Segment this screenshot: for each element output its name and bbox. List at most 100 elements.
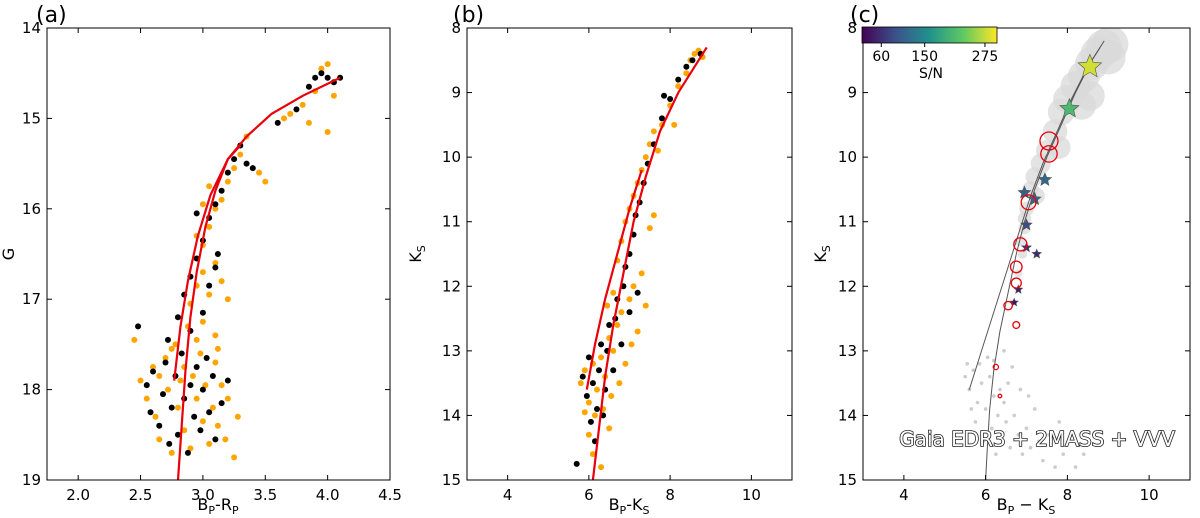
data-point xyxy=(587,418,594,425)
data-point xyxy=(628,341,635,348)
data-point xyxy=(172,341,179,348)
panel-c-annotation: Gaia EDR3 + 2MASS + VVV xyxy=(899,427,1175,451)
y-tick-label: 13 xyxy=(442,342,461,360)
data-point xyxy=(312,74,319,81)
data-point xyxy=(606,322,613,329)
y-tick-label: 14 xyxy=(442,406,461,424)
data-point xyxy=(608,393,615,400)
data-point xyxy=(174,314,181,321)
x-tick-label: 6 xyxy=(584,486,594,504)
background-point xyxy=(969,407,974,411)
data-point xyxy=(330,92,337,99)
data-point xyxy=(199,201,206,208)
data-point xyxy=(159,391,166,398)
star-marker xyxy=(1077,53,1103,78)
data-point xyxy=(206,183,213,190)
data-point xyxy=(256,169,263,176)
y-tick-label: 15 xyxy=(838,471,857,489)
data-point xyxy=(197,427,204,434)
target-circle xyxy=(1012,320,1021,330)
background-point xyxy=(996,413,1000,418)
data-point xyxy=(168,449,175,456)
data-point xyxy=(168,345,175,352)
data-point xyxy=(293,106,300,113)
data-point xyxy=(212,332,219,339)
panel-a-ylabel: G xyxy=(0,248,18,260)
data-point xyxy=(193,364,200,370)
data-point xyxy=(199,309,206,316)
data-point xyxy=(305,119,312,126)
data-point xyxy=(585,354,592,361)
panel-c-label: (c) xyxy=(850,3,879,28)
background-point xyxy=(1018,387,1023,392)
background-point xyxy=(971,368,976,373)
data-point xyxy=(224,377,231,384)
data-point xyxy=(262,178,269,185)
data-point xyxy=(177,377,184,384)
data-point xyxy=(152,413,159,420)
panel-c-plot xyxy=(963,28,1129,480)
data-point xyxy=(178,350,185,357)
data-point xyxy=(212,264,219,271)
data-point xyxy=(193,210,200,217)
sn-marker xyxy=(1092,28,1129,63)
background-point xyxy=(1016,433,1021,437)
data-point xyxy=(147,409,154,416)
panel-b: 4 6 8 10 8 9 10 11 12 13 14 15 (b) BP-KS KS xyxy=(406,3,793,517)
background-point xyxy=(1028,445,1033,450)
colorbar: 60 150 275 S/N xyxy=(861,26,998,82)
data-point xyxy=(231,156,238,163)
panel-c: 4 6 8 10 8 9 10 11 12 13 14 15 (c) BP − KS KS Gaia … xyxy=(811,3,1191,517)
data-point xyxy=(143,395,150,402)
y-tick-label: 9 xyxy=(847,84,857,102)
y-tick-label: 10 xyxy=(442,148,461,166)
panel-a-plot xyxy=(131,61,344,480)
data-point xyxy=(131,336,138,343)
data-point xyxy=(193,395,200,402)
data-point xyxy=(650,212,657,219)
data-point xyxy=(243,160,250,167)
data-point xyxy=(598,354,605,361)
data-point xyxy=(675,76,682,83)
data-point xyxy=(573,460,580,467)
data-point xyxy=(585,431,592,438)
data-point xyxy=(642,154,649,161)
data-point xyxy=(675,83,682,90)
panel-b-xlabel: BP-KS xyxy=(609,495,650,517)
data-point xyxy=(143,382,150,389)
background-point xyxy=(1010,365,1014,369)
data-point xyxy=(191,413,198,420)
data-point xyxy=(318,65,325,72)
x-tick-label: 2.5 xyxy=(129,486,153,504)
data-point xyxy=(202,382,209,389)
data-point xyxy=(193,336,200,343)
data-point xyxy=(184,449,191,456)
data-point xyxy=(150,368,157,375)
data-point xyxy=(683,63,690,70)
panel-b-label: (b) xyxy=(453,3,484,28)
sn-marker xyxy=(1017,249,1028,259)
panel-b-frame xyxy=(466,27,793,481)
x-tick-label: 10 xyxy=(742,486,761,504)
y-tick-label: 19 xyxy=(22,471,41,489)
data-point xyxy=(214,345,221,352)
background-point xyxy=(973,420,978,424)
star-marker xyxy=(1031,248,1043,259)
y-tick-label: 18 xyxy=(22,381,41,399)
background-point xyxy=(1002,349,1006,353)
background-point xyxy=(985,355,990,360)
data-point xyxy=(231,454,238,461)
data-point xyxy=(689,57,696,64)
data-point xyxy=(203,354,210,361)
data-point xyxy=(199,386,206,393)
data-point xyxy=(630,283,637,290)
data-point xyxy=(224,178,231,185)
data-point xyxy=(318,70,325,77)
data-point xyxy=(212,201,219,208)
background-point xyxy=(1004,420,1008,424)
data-point xyxy=(197,350,204,357)
star-marker xyxy=(1013,284,1024,294)
y-tick-label: 12 xyxy=(442,277,461,295)
background-point xyxy=(1008,445,1012,450)
target-circle xyxy=(1003,300,1013,311)
